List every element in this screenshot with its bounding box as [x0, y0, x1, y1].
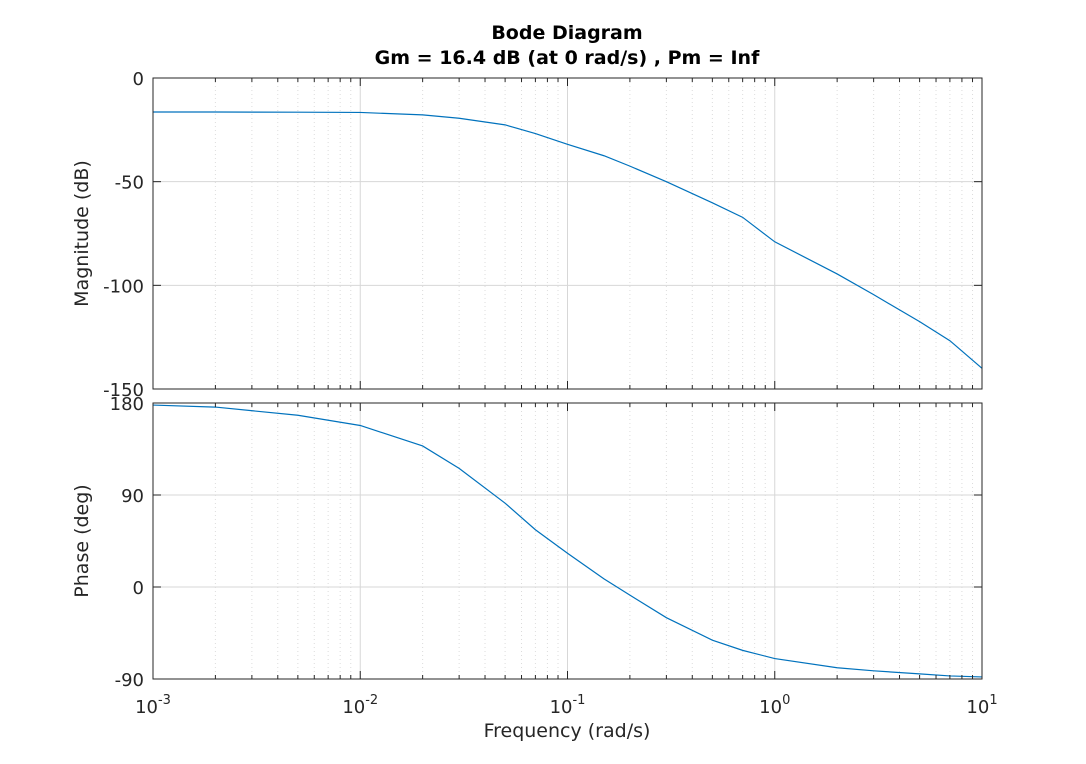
x-tick-label: 10-2 [342, 693, 378, 718]
x-axis-label: Frequency (rad/s) [484, 720, 651, 742]
phase-y-tick-label: 180 [110, 394, 144, 415]
x-tick-label: 10-3 [135, 693, 171, 718]
x-tick-label-exponent: 1 [989, 693, 997, 708]
chart-subtitle: Gm = 16.4 dB (at 0 rad/s) , Pm = Inf [375, 47, 760, 69]
mag-y-tick-label: -50 [115, 173, 144, 194]
magnitude-panel: 0 -50 -100 -150 Magnitude (dB) [71, 69, 983, 401]
mag-y-tick-label: -100 [103, 276, 144, 297]
chart-title: Bode Diagram [491, 22, 642, 44]
magnitude-ylabel: Magnitude (dB) [71, 160, 93, 307]
x-tick-label-base: 10 [759, 697, 782, 718]
phase-panel: 180 90 0 -90 Phase (deg) [71, 394, 983, 691]
magnitude-line [153, 111, 983, 369]
x-tick-label-base: 10 [135, 697, 158, 718]
phase-ticks: 180 90 0 -90 [110, 394, 983, 691]
x-tick-label-base: 10 [966, 697, 989, 718]
phase-ylabel: Phase (deg) [71, 484, 93, 597]
mag-y-tick-label: 0 [133, 69, 144, 90]
x-tick-label-exponent: -1 [572, 693, 585, 708]
x-tick-label-base: 10 [342, 697, 365, 718]
x-tick-label: 101 [966, 693, 997, 718]
phase-y-tick-label: 0 [133, 578, 144, 599]
x-tick-label: 10-1 [550, 693, 586, 718]
magnitude-ticks: 0 -50 -100 -150 [103, 69, 983, 401]
phase-y-tick-label: -90 [115, 670, 144, 691]
x-tick-label-base: 10 [550, 697, 573, 718]
x-tick-label: 100 [759, 693, 790, 718]
phase-y-tick-label: 90 [121, 486, 144, 507]
x-tick-labels: 10-3 10-2 10-1 100 101 [135, 693, 998, 718]
x-tick-label-exponent: 0 [782, 693, 790, 708]
mag-y-tick-label: -150 [103, 380, 144, 401]
x-tick-label-exponent: -3 [158, 693, 171, 708]
phase-line [152, 404, 983, 678]
x-tick-label-exponent: -2 [365, 693, 378, 708]
